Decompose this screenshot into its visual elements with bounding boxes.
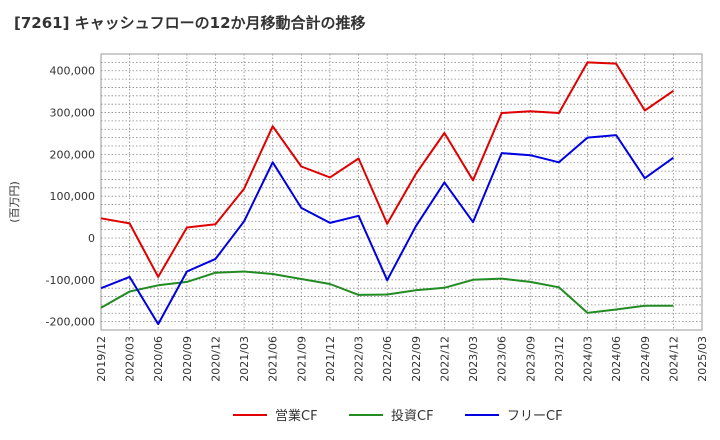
x-tick-label: 2022/06: [381, 336, 394, 382]
legend: 営業CF 投資CF フリーCF: [233, 408, 563, 424]
y-tick-label: 0: [88, 232, 95, 245]
x-tick-label: 2023/03: [467, 336, 480, 382]
x-tick-label: 2021/09: [295, 336, 308, 382]
series-line-3: [100, 134, 674, 326]
y-tick-label: 100,000: [50, 190, 96, 203]
x-tick-label: 2020/12: [209, 336, 222, 382]
series-line-2: [100, 270, 674, 314]
series-lines: [100, 61, 674, 326]
legend-label: 投資CF: [391, 408, 434, 424]
x-tick-label: 2024/03: [582, 336, 595, 382]
y-tick-label: -100,000: [46, 274, 95, 287]
chart-title: [7261] キャッシュフローの12か月移動合計の推移: [14, 14, 366, 32]
x-tick-label: 2022/09: [410, 336, 423, 382]
y-tick-label: 200,000: [50, 148, 96, 161]
axes: -200,000 -100,000 0 100,000 200,000 300,000 40…: [46, 65, 709, 382]
x-tick-label: 2023/06: [496, 336, 509, 382]
x-tick-label: 2024/06: [610, 336, 623, 382]
x-tick-label: 2019/12: [95, 336, 108, 382]
x-tick-label: 2025/03: [696, 336, 709, 382]
x-tick-label: 2022/12: [438, 336, 451, 382]
x-tick-label: 2024/09: [639, 336, 652, 382]
x-tick-label: 2020/03: [124, 336, 137, 382]
y-tick-label: 400,000: [50, 65, 96, 78]
y-axis-label: (百万円): [8, 181, 21, 223]
x-tick-label: 2021/03: [238, 336, 251, 382]
plot-area: [100, 53, 703, 331]
x-tick-label: 2020/06: [152, 336, 165, 382]
x-tick-label: 2022/03: [353, 336, 366, 382]
x-tick-label: 2023/12: [553, 336, 566, 382]
x-tick-label: 2020/09: [181, 336, 194, 382]
x-tick-label: 2023/09: [524, 336, 537, 382]
series-line-1: [100, 61, 674, 278]
grid-lines: [101, 54, 702, 330]
legend-label: 営業CF: [275, 408, 318, 424]
x-tick-label: 2021/12: [324, 336, 337, 382]
legend-label: フリーCF: [507, 409, 563, 424]
y-tick-label: 300,000: [50, 107, 96, 120]
y-tick-label: -200,000: [46, 316, 95, 329]
x-tick-label: 2024/12: [667, 336, 680, 382]
x-tick-label: 2021/06: [267, 336, 280, 382]
